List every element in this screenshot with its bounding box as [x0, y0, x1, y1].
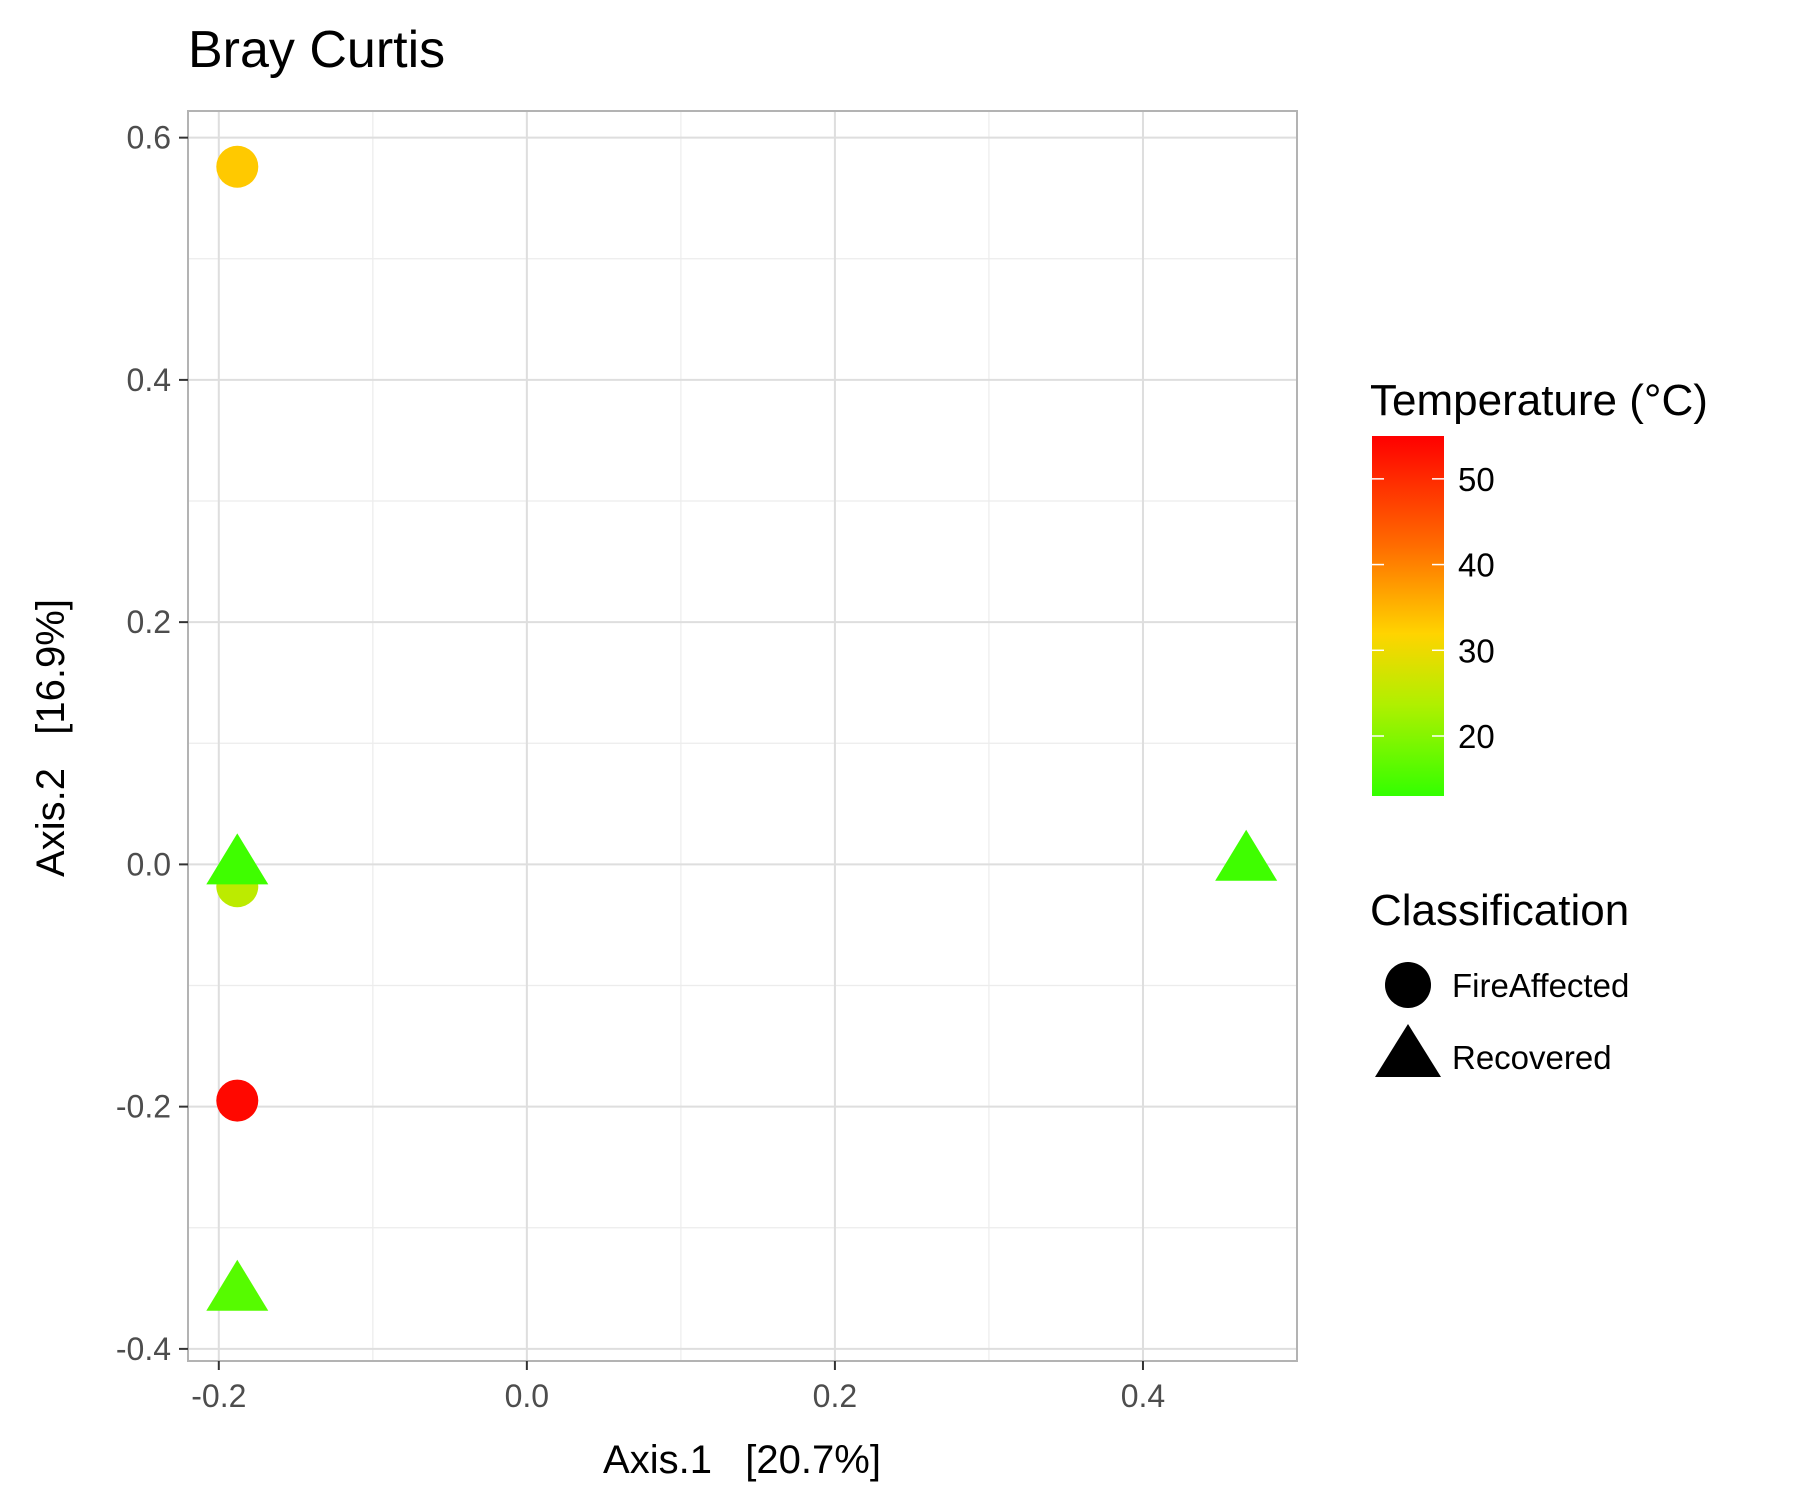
classification-legend-key-triangle [1375, 1024, 1441, 1077]
y-tick-label: -0.4 [116, 1331, 171, 1367]
x-tick-label: -0.2 [191, 1378, 246, 1414]
classification-legend-label: FireAffected [1452, 967, 1629, 1004]
classification-legend-label: Recovered [1452, 1039, 1612, 1076]
data-points [206, 145, 1278, 1311]
data-point-fireaffected [216, 1079, 259, 1122]
x-axis: -0.2 0.0 0.2 0.4 [191, 1361, 1165, 1414]
classification-legend-title: Classification [1370, 886, 1629, 935]
temperature-colorbar [1372, 436, 1444, 796]
y-axis-title: Axis.2 [16.9%] [29, 599, 73, 877]
classification-legend: Classification FireAffected Recovered [1370, 886, 1629, 1077]
colorbar-tick-label: 20 [1458, 718, 1495, 755]
data-point-recovered [206, 833, 269, 885]
y-axis: -0.4 -0.2 0.0 0.2 0.4 0.6 [116, 120, 188, 1367]
x-tick-label: 0.0 [505, 1378, 549, 1414]
x-tick-label: 0.2 [813, 1378, 857, 1414]
temperature-colorbar-ticks: 20 30 40 50 [1372, 461, 1495, 755]
data-point-fireaffected [216, 145, 259, 188]
y-tick-label: 0.4 [127, 362, 171, 398]
x-tick-label: 0.4 [1121, 1378, 1165, 1414]
data-point-recovered [206, 1259, 269, 1311]
classification-legend-items: FireAffected Recovered [1375, 962, 1629, 1077]
colorbar-tick-label: 40 [1458, 547, 1495, 584]
y-tick-label: 0.2 [127, 604, 171, 640]
classification-legend-key-circle [1385, 962, 1431, 1008]
x-axis-title: Axis.1 [20.7%] [603, 1438, 881, 1482]
y-tick-label: 0.0 [127, 846, 171, 882]
temperature-legend-title: Temperature (°C) [1370, 376, 1708, 425]
y-tick-label: 0.6 [127, 120, 171, 156]
y-tick-label: -0.2 [116, 1089, 171, 1125]
colorbar-tick-label: 30 [1458, 632, 1495, 669]
temperature-legend: Temperature (°C) 20 30 40 50 [1370, 376, 1708, 796]
plot-grid [188, 111, 1297, 1361]
colorbar-tick-label: 50 [1458, 461, 1495, 498]
data-point-recovered [1215, 829, 1278, 881]
plot-border [187, 110, 1298, 1362]
chart-title: Bray Curtis [188, 21, 445, 79]
